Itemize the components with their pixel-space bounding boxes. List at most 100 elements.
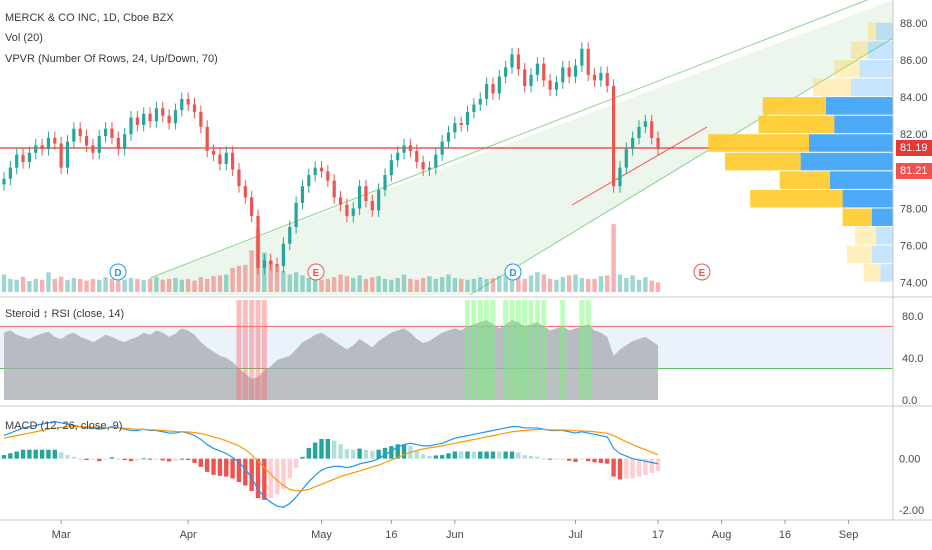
candle-body — [84, 136, 89, 146]
volume-bar — [281, 271, 286, 292]
price-axis-tick: 76.00 — [900, 241, 928, 253]
vpvr-indicator-label[interactable]: VPVR (Number Of Rows, 24, Up/Down, 70) — [5, 53, 218, 65]
volume-bar — [306, 278, 311, 292]
vpvr-up-bar — [851, 78, 893, 97]
rsi-indicator-label[interactable]: Steroid ↕ RSI (close, 14) — [5, 308, 125, 320]
candle-body — [338, 197, 343, 205]
volume-bar — [566, 275, 572, 292]
vpvr-up-bar — [859, 59, 893, 78]
price-axis-tick: 82.00 — [900, 129, 928, 141]
volume-bar — [243, 264, 248, 292]
vpvr-down-bar — [846, 245, 872, 264]
volume-bar — [166, 278, 172, 292]
macd-histogram-bar — [217, 458, 223, 476]
volume-bar — [141, 280, 146, 292]
macd-histogram-bar — [135, 458, 140, 461]
rsi-oversold-highlight — [236, 300, 242, 400]
volume-bar — [217, 275, 223, 292]
volume-bar — [509, 274, 515, 292]
candle-body — [8, 167, 12, 179]
vpvr-profile — [708, 22, 893, 282]
candle-body — [256, 215, 260, 268]
price-pane — [1, 42, 661, 292]
candle-body — [110, 128, 114, 138]
volume-bar — [408, 278, 413, 292]
macd-histogram-bar — [147, 458, 153, 460]
macd-histogram-bar — [535, 456, 540, 459]
volume-bar — [236, 265, 242, 292]
volume-bar — [490, 278, 496, 292]
macd-histogram-bar — [605, 458, 610, 464]
macd-histogram-bar — [566, 458, 572, 461]
rsi-oversold-highlight — [261, 300, 267, 400]
candle-body — [408, 145, 412, 151]
vol-indicator-label[interactable]: Vol (20) — [5, 32, 43, 44]
macd-histogram-bar — [630, 458, 635, 479]
volume-bar — [46, 272, 51, 292]
candle-body — [269, 260, 273, 265]
volume-bar — [198, 277, 204, 292]
vpvr-down-bar — [813, 78, 851, 97]
volume-bar — [128, 278, 134, 292]
volume-bar — [560, 277, 565, 292]
symbol-title[interactable]: MERCK & CO INC, 1D, Cboe BZX — [5, 12, 174, 24]
time-axis-tick: Sep — [839, 529, 859, 541]
macd-indicator-label[interactable]: MACD (12, 26, close, 9) — [5, 420, 123, 432]
vpvr-up-bar — [867, 41, 893, 59]
candle-body — [148, 113, 152, 122]
volume-bar — [522, 278, 527, 292]
macd-histogram-bar — [116, 458, 121, 460]
candle-body — [135, 117, 139, 125]
volume-bar — [433, 278, 438, 292]
volume-bar — [586, 278, 591, 292]
volume-bar — [484, 278, 489, 292]
volume-bar — [8, 278, 13, 292]
macd-histogram-bar — [592, 458, 597, 463]
candle-body — [231, 152, 235, 170]
candle-body — [605, 72, 609, 86]
volume-bar — [598, 276, 604, 292]
macd-histogram-bar — [90, 458, 96, 460]
volume-bar — [414, 279, 419, 292]
candle-body — [2, 178, 6, 185]
volume-bar — [357, 275, 362, 292]
macd-histogram-bar — [319, 438, 324, 459]
macd-histogram-bar — [471, 451, 477, 459]
rsi-overbought-highlight — [528, 300, 534, 400]
volume-bar — [230, 267, 235, 292]
candle-body — [529, 74, 533, 86]
macd-histogram-bar — [293, 458, 299, 468]
candle-body — [78, 128, 82, 137]
volume-bar — [636, 279, 642, 292]
rsi-overbought-highlight — [585, 300, 591, 400]
candle-body — [300, 186, 305, 203]
volume-bar — [135, 278, 140, 292]
candle-body — [446, 132, 451, 142]
macd-histogram-bar — [433, 455, 438, 459]
macd-histogram-bar — [211, 458, 216, 475]
macd-histogram-bar — [509, 451, 515, 459]
vpvr-down-bar — [842, 208, 872, 227]
macd-axis-tick: -2.00 — [899, 505, 924, 517]
macd-line — [3, 420, 659, 508]
volume-bar — [439, 277, 445, 292]
macd-histogram-bar — [332, 440, 337, 459]
candle-body — [440, 141, 444, 155]
candle-body — [421, 162, 425, 170]
macd-histogram-bar — [1, 455, 7, 459]
macd-histogram-bar — [173, 458, 178, 461]
candle-body — [377, 189, 381, 211]
candle-body — [167, 115, 171, 124]
macd-histogram-bar — [554, 458, 559, 460]
candle-body — [15, 154, 19, 168]
candle-body — [173, 110, 178, 124]
volume-bar — [287, 274, 292, 292]
price-tag-upper: 81.19 — [896, 140, 932, 156]
macd-histogram-bar — [560, 458, 565, 460]
macd-histogram-bar — [624, 458, 629, 479]
volume-bar — [97, 279, 102, 292]
candle-body — [383, 175, 387, 190]
candle-body — [510, 54, 514, 68]
time-axis-tick: 16 — [385, 529, 397, 541]
